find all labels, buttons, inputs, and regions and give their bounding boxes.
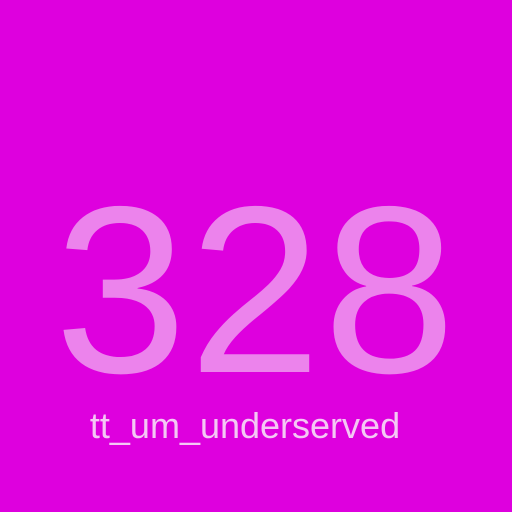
tile-number: 328 — [54, 158, 458, 423]
tile-label: tt_um_underserved — [89, 405, 401, 446]
